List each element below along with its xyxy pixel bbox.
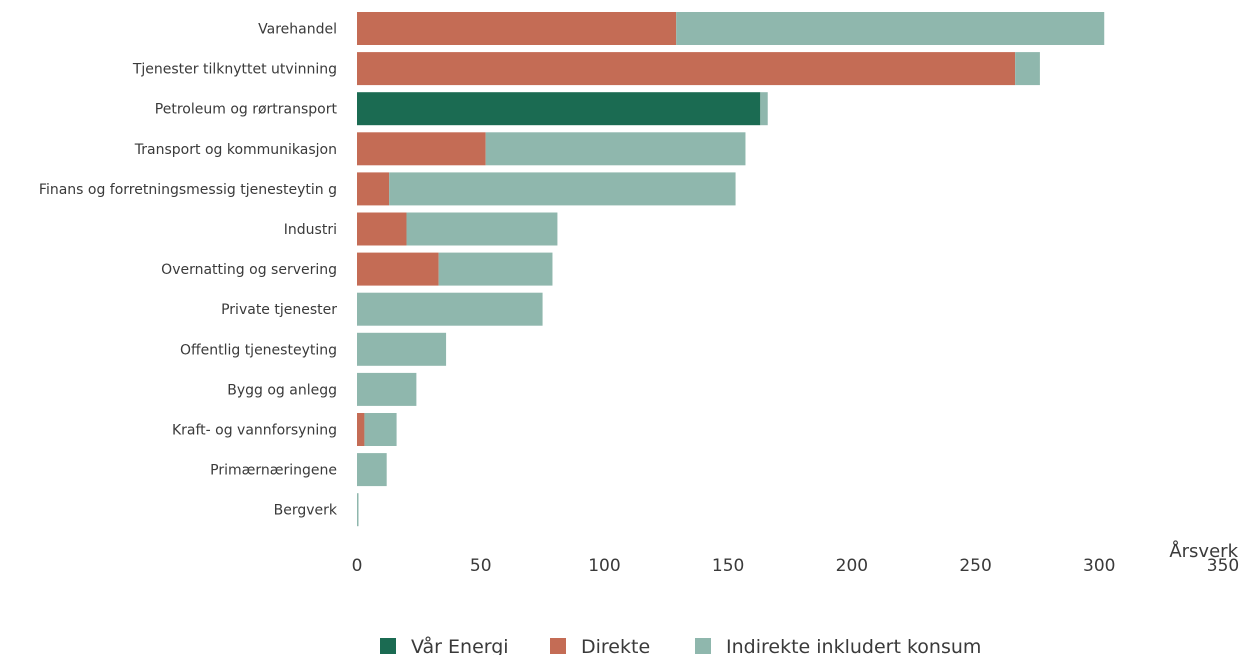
bar-transport-og-kommunikasjon-indirekte-inkludert-konsum (485, 132, 746, 166)
x-tick-label-300: 300 (1083, 556, 1115, 576)
legend-swatch-direkte (550, 638, 566, 654)
category-label-bygg-og-anlegg: Bygg og anlegg (227, 382, 337, 398)
x-tick-label-150: 150 (712, 556, 744, 576)
bar-bergverk-indirekte-inkludert-konsum (357, 493, 359, 527)
category-label-transport-og-kommunikasjon: Transport og kommunikasjon (134, 142, 337, 158)
x-axis-label: Årsverk (1169, 540, 1238, 562)
x-tick-label-350: 350 (1207, 556, 1239, 576)
bar-overnatting-og-servering-indirekte-inkludert-konsum (438, 252, 553, 286)
category-label-offentlig-tjenesteyting: Offentlig tjenesteyting (180, 342, 337, 358)
bar-petroleum-og-r-rtransport-indirekte-inkludert-konsum (760, 92, 768, 126)
category-label-bergverk: Bergverk (274, 503, 338, 519)
category-label-petroleum-og-r-rtransport: Petroleum og rørtransport (155, 102, 338, 118)
x-tick-label-100: 100 (588, 556, 620, 576)
legend-label-direkte: Direkte (581, 636, 650, 655)
legend: Vår Energi Direkte Indirekte inkludert kon… (380, 635, 981, 655)
bar-tjenester-tilknyttet-utvinning-direkte (357, 52, 1016, 86)
x-tick-label-50: 50 (470, 556, 492, 576)
bar-private-tjenester-indirekte-inkludert-konsum (357, 292, 543, 326)
bar-industri-indirekte-inkludert-konsum (406, 212, 558, 246)
x-tick-label-200: 200 (836, 556, 868, 576)
legend-label-indirekte-inkludert-konsum: Indirekte inkludert konsum (726, 636, 981, 655)
bar-offentlig-tjenesteyting-indirekte-inkludert-konsum (357, 332, 447, 366)
bar-petroleum-og-r-rtransport-var-energi (357, 92, 761, 126)
category-label-tjenester-tilknyttet-utvinning: Tjenester tilknyttet utvinning (132, 62, 337, 78)
legend-swatch-var-energi (380, 638, 396, 654)
legend-label-var-energi: Vår Energi (411, 635, 509, 655)
category-label-overnatting-og-servering: Overnatting og servering (161, 262, 337, 278)
bar-finans-og-forretningsmessig-tjenesteytin-g-direkte (357, 172, 390, 206)
bar-kraft-og-vannforsyning-indirekte-inkludert-konsum (364, 413, 397, 446)
bar-transport-og-kommunikasjon-direkte (357, 132, 486, 166)
bars-group (357, 12, 1105, 527)
category-label-prim-rn-ringene: Primærnæringene (210, 463, 337, 479)
bar-varehandel-indirekte-inkludert-konsum (676, 12, 1105, 45)
bar-tjenester-tilknyttet-utvinning-indirekte-inkludert-konsum (1015, 52, 1040, 86)
bar-overnatting-og-servering-direkte (357, 252, 439, 286)
bar-finans-og-forretningsmessig-tjenesteytin-g-indirekte-inkludert-konsum (389, 172, 736, 206)
category-label-finans-og-forretningsmessig-tjenesteytin-g: Finans og forretningsmessig tjenesteytin… (39, 182, 337, 198)
x-tick-label-0: 0 (352, 556, 363, 576)
bar-prim-rn-ringene-indirekte-inkludert-konsum (357, 453, 387, 487)
legend-item-direkte: Direkte (550, 636, 650, 655)
x-axis-ticks: 0 50 100 150 200 250 300 350 (352, 556, 1240, 576)
bar-bygg-og-anlegg-indirekte-inkludert-konsum (357, 372, 417, 406)
bar-industri-direkte (357, 212, 407, 246)
category-labels: Varehandel Tjenester tilknyttet utvinning… (39, 22, 338, 519)
x-tick-label-250: 250 (959, 556, 991, 576)
bar-varehandel-direkte (357, 12, 677, 45)
category-label-kraft-og-vannforsyning: Kraft- og vannforsyning (172, 423, 337, 439)
legend-item-var-energi: Vår Energi (380, 635, 509, 655)
legend-swatch-indirekte-inkludert-konsum (695, 638, 711, 654)
category-label-private-tjenester: Private tjenester (221, 302, 337, 318)
category-label-varehandel: Varehandel (258, 22, 337, 38)
legend-item-indirekte-inkludert-konsum: Indirekte inkludert konsum (695, 636, 981, 655)
category-label-industri: Industri (284, 222, 337, 238)
bar-kraft-og-vannforsyning-direkte (357, 413, 365, 446)
